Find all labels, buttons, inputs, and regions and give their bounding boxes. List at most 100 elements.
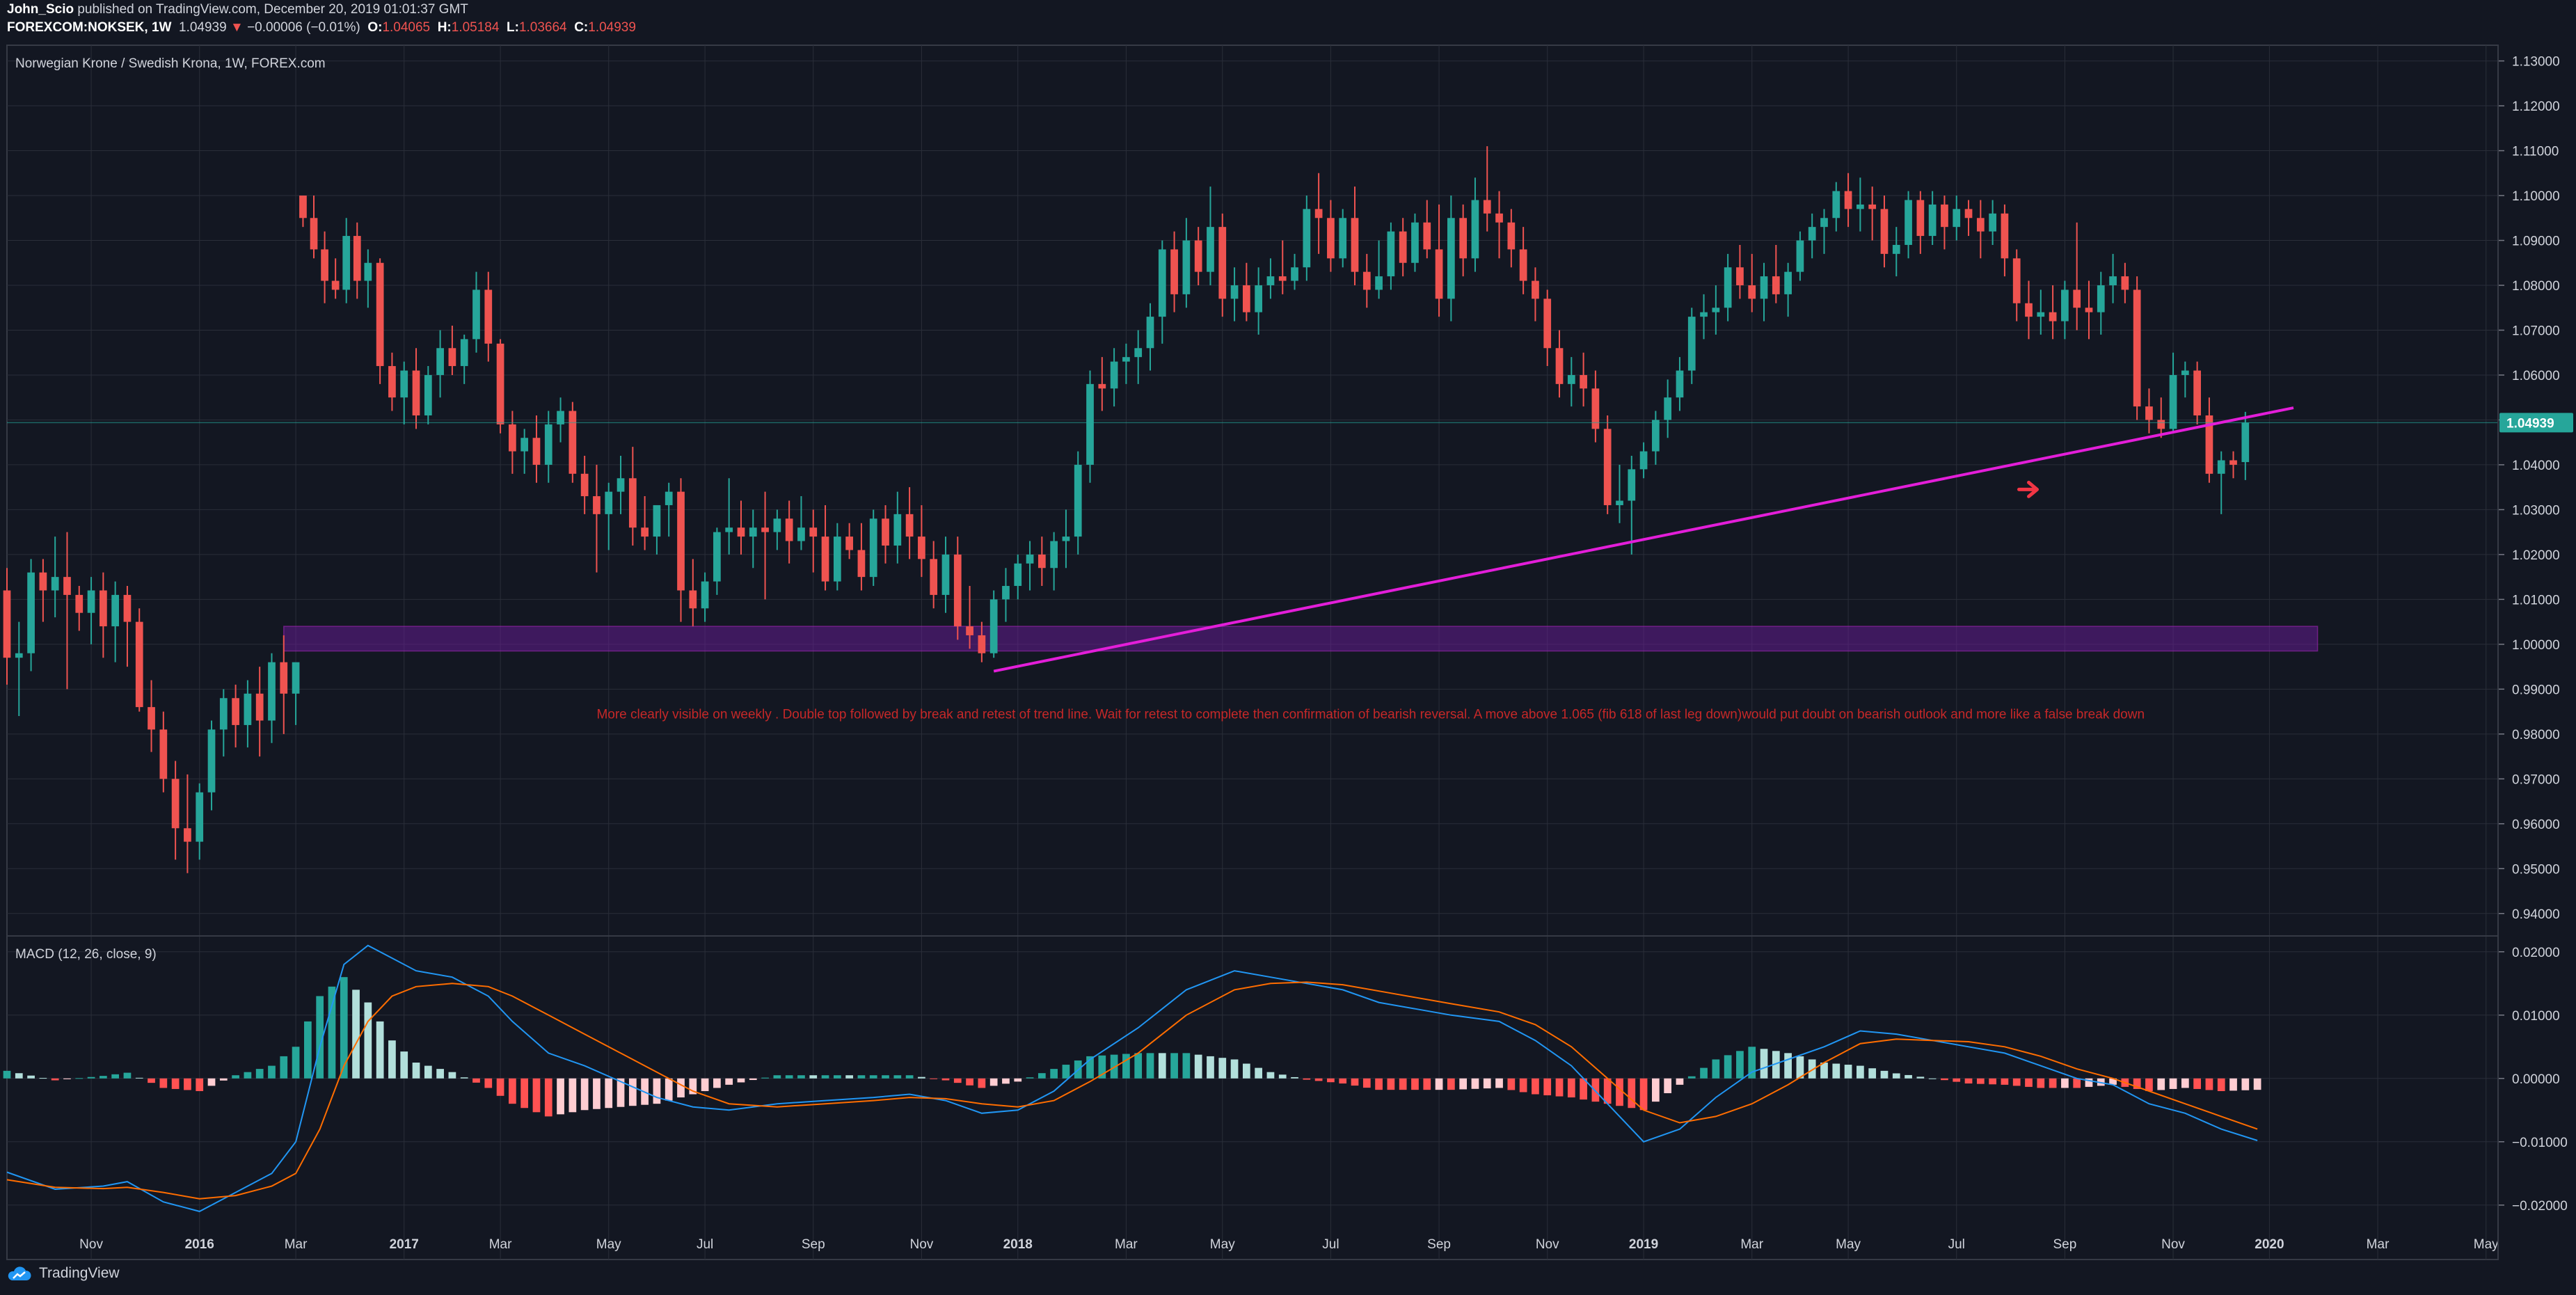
candle[interactable]	[342, 218, 351, 303]
candle[interactable]	[845, 523, 853, 559]
candle[interactable]	[123, 586, 132, 667]
candle[interactable]	[388, 352, 396, 411]
time-axis[interactable]: Nov 2016 Mar 2017 Mar May Jul Sep Nov 2018 Mar May J…	[79, 1237, 2499, 1252]
candle[interactable]	[63, 532, 71, 690]
candle[interactable]	[1170, 231, 1178, 312]
arrow-right-icon[interactable]	[2017, 480, 2040, 498]
candle[interactable]	[953, 537, 962, 640]
candle[interactable]	[1026, 541, 1034, 591]
candle[interactable]	[1989, 200, 1996, 245]
candle[interactable]	[87, 577, 95, 644]
time-tick-label[interactable]: May	[596, 1237, 621, 1252]
candle[interactable]	[2133, 276, 2141, 420]
candle[interactable]	[2037, 289, 2045, 335]
candle[interactable]	[2073, 222, 2081, 331]
candle[interactable]	[2085, 280, 2093, 340]
candle[interactable]	[424, 366, 432, 424]
candle[interactable]	[207, 720, 216, 811]
candle[interactable]	[15, 621, 23, 717]
candle[interactable]	[1700, 294, 1708, 340]
candle[interactable]	[292, 662, 300, 725]
candle[interactable]	[2025, 280, 2033, 340]
candle[interactable]	[1916, 191, 1925, 254]
candle[interactable]	[1242, 262, 1250, 321]
candle[interactable]	[882, 505, 889, 564]
time-tick-label[interactable]: Sep	[2053, 1237, 2076, 1252]
candle[interactable]	[1471, 177, 1479, 272]
candle[interactable]	[51, 537, 59, 618]
candle[interactable]	[219, 689, 228, 757]
candle[interactable]	[677, 478, 685, 622]
candle[interactable]	[1411, 213, 1419, 272]
time-tick-label[interactable]: Nov	[909, 1237, 933, 1252]
candle[interactable]	[918, 505, 925, 578]
price-candles[interactable]	[3, 146, 2250, 873]
candle[interactable]	[1532, 267, 1539, 321]
candle[interactable]	[75, 586, 84, 631]
candle[interactable]	[1351, 186, 1359, 285]
candle[interactable]	[641, 496, 649, 550]
candle[interactable]	[244, 680, 252, 748]
candle[interactable]	[2001, 204, 2009, 277]
candle[interactable]	[1844, 173, 1852, 228]
candle[interactable]	[785, 500, 793, 564]
candle[interactable]	[1603, 415, 1612, 514]
candle[interactable]	[1291, 253, 1298, 290]
time-tick-label[interactable]: 2016	[185, 1237, 214, 1252]
candle[interactable]	[2169, 352, 2177, 434]
candle[interactable]	[39, 559, 47, 622]
candle[interactable]	[1664, 379, 1672, 438]
time-tick-label[interactable]: May	[2474, 1237, 2499, 1252]
candle[interactable]	[1387, 222, 1395, 290]
candle[interactable]	[2121, 262, 2129, 303]
candle[interactable]	[1037, 537, 1046, 587]
candle[interactable]	[1122, 343, 1130, 384]
candle[interactable]	[617, 456, 625, 514]
candle[interactable]	[520, 429, 529, 474]
author-name[interactable]: John_Scio	[7, 2, 74, 17]
candle[interactable]	[713, 527, 721, 595]
candle[interactable]	[280, 635, 288, 734]
candle[interactable]	[448, 326, 456, 375]
candle[interactable]	[869, 509, 877, 587]
candle[interactable]	[171, 761, 180, 860]
candle[interactable]	[1628, 456, 1636, 555]
time-tick-label[interactable]: Nov	[79, 1237, 103, 1252]
candle[interactable]	[331, 258, 340, 299]
time-tick-label[interactable]: Jul	[1948, 1237, 1965, 1252]
candle[interactable]	[725, 478, 733, 555]
candle[interactable]	[1194, 227, 1202, 285]
candle[interactable]	[255, 667, 264, 757]
candle[interactable]	[196, 783, 204, 860]
time-tick-label[interactable]: Nov	[1536, 1237, 1559, 1252]
candle[interactable]	[1760, 262, 1768, 321]
candle[interactable]	[532, 415, 541, 483]
candle[interactable]	[400, 361, 408, 424]
candle[interactable]	[2097, 271, 2105, 335]
symbol-label[interactable]: FOREXCOM:NOKSEK, 1W	[7, 20, 172, 35]
candle[interactable]	[1230, 267, 1239, 321]
candle[interactable]	[1182, 218, 1191, 308]
candle[interactable]	[2193, 361, 2201, 424]
candle[interactable]	[2241, 411, 2250, 480]
time-tick-label[interactable]: Jul	[697, 1237, 713, 1252]
candle[interactable]	[27, 559, 35, 672]
candle[interactable]	[1591, 370, 1600, 443]
candle[interactable]	[99, 572, 107, 658]
candle[interactable]	[989, 590, 998, 658]
candle[interactable]	[1712, 285, 1720, 335]
candle[interactable]	[299, 196, 307, 228]
time-tick-label[interactable]: Mar	[489, 1237, 512, 1252]
candle[interactable]	[2157, 397, 2165, 438]
candle[interactable]	[749, 509, 757, 569]
candle[interactable]	[135, 608, 143, 712]
candle[interactable]	[653, 505, 661, 555]
resistance-zone-rect[interactable]	[283, 626, 2319, 652]
candle[interactable]	[905, 487, 914, 559]
time-tick-label[interactable]: Mar	[285, 1237, 308, 1252]
candle[interactable]	[1074, 451, 1082, 555]
candle[interactable]	[1158, 240, 1166, 344]
time-tick-label[interactable]: Mar	[1115, 1237, 1138, 1252]
candle[interactable]	[1375, 240, 1383, 299]
